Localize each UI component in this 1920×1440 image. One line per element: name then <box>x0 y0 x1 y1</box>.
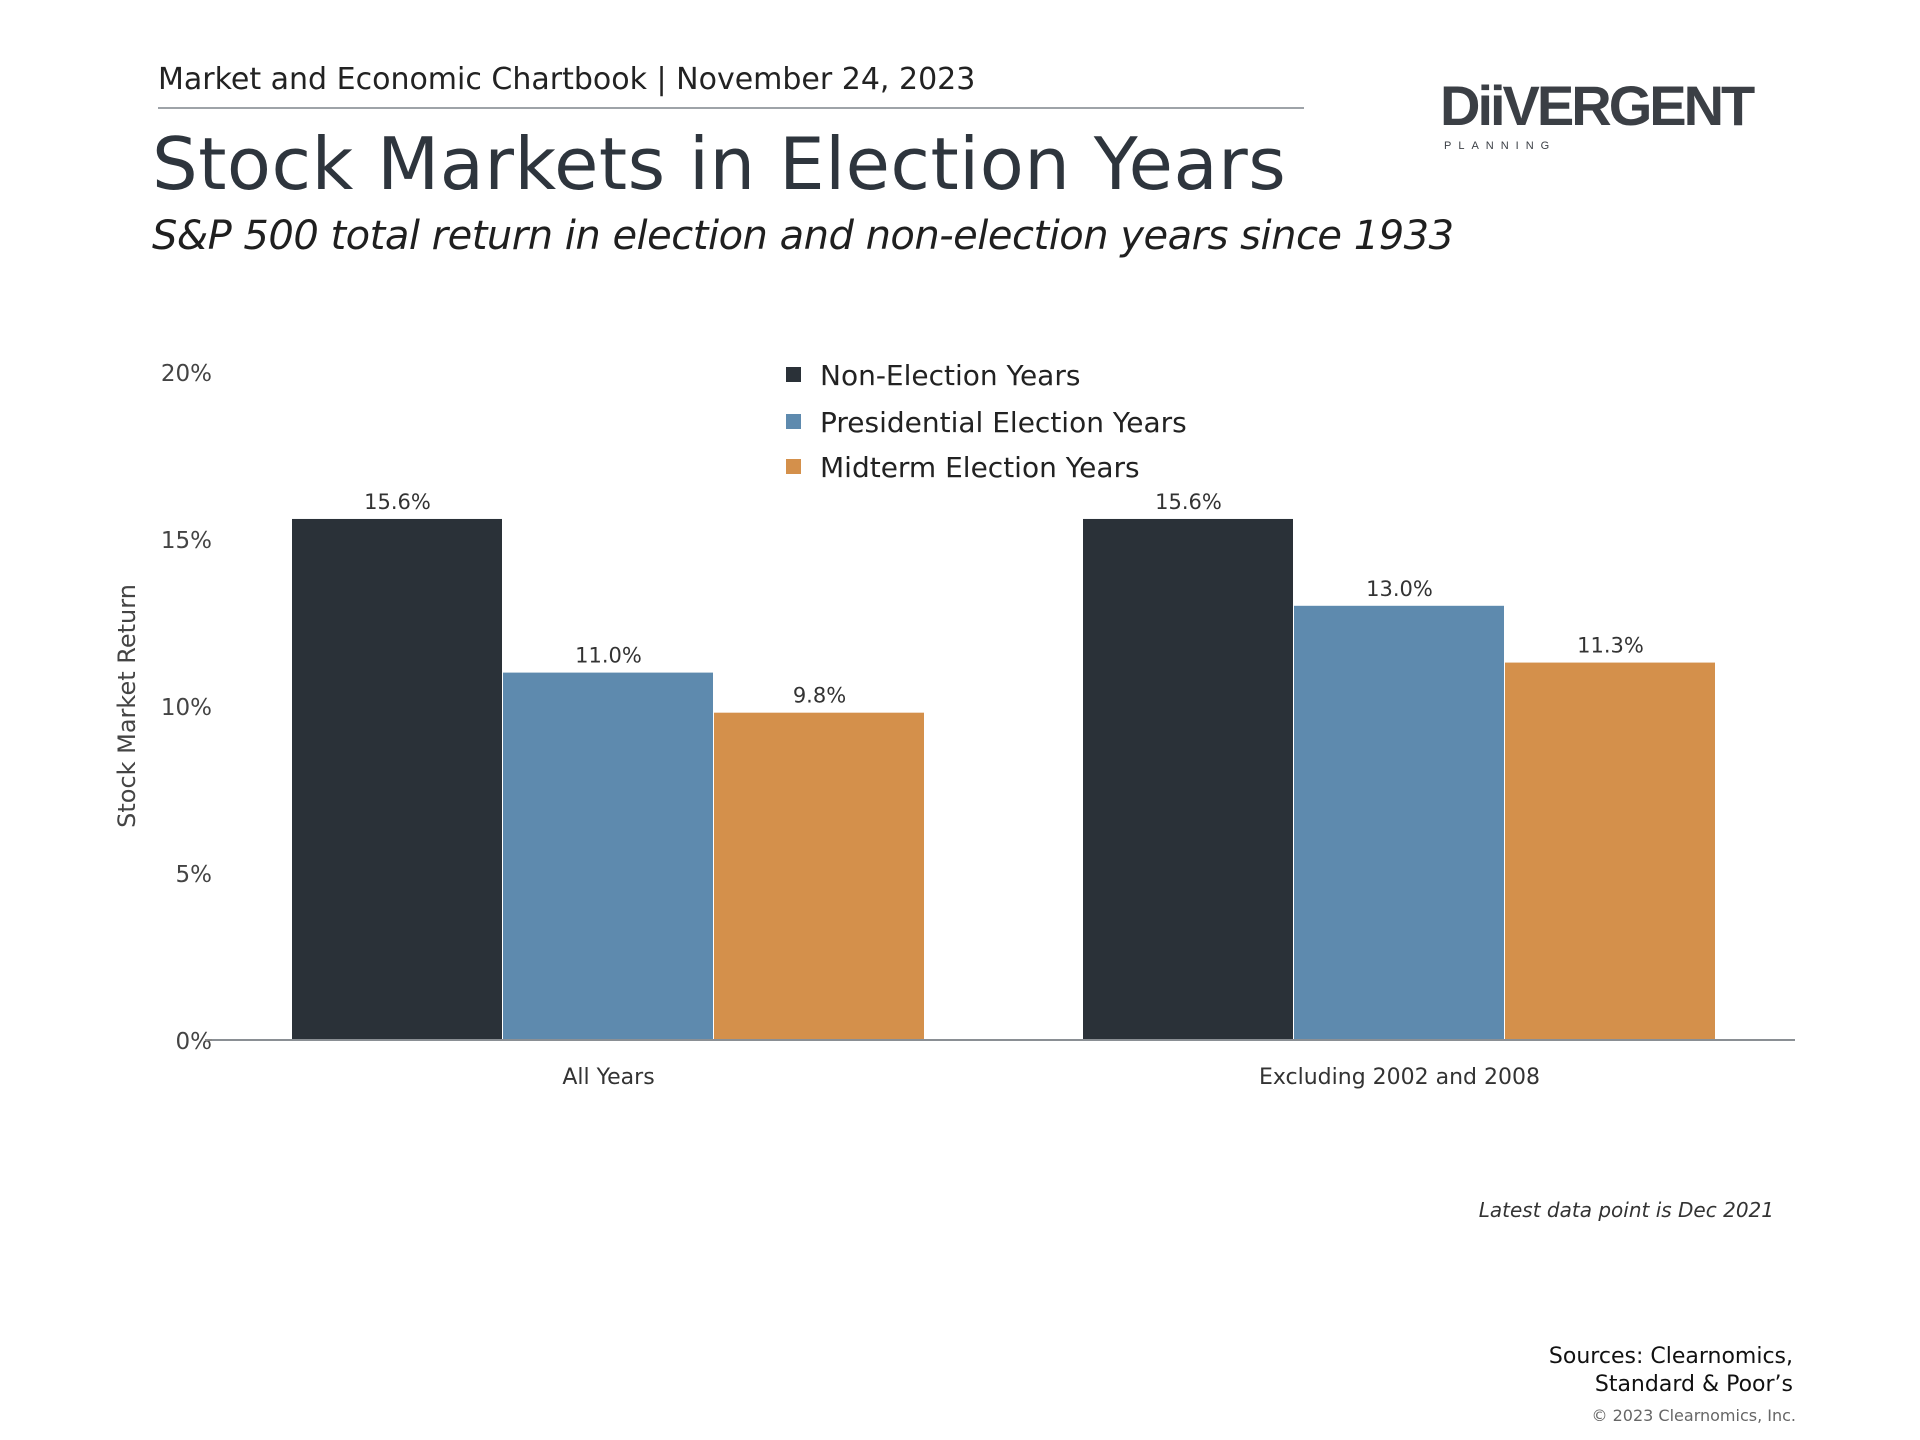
sources-line-1: Sources: Clearnomics, <box>1548 1344 1793 1369</box>
x-category-label: All Years <box>562 1065 654 1090</box>
bar-value-label: 11.3% <box>1577 634 1644 658</box>
chartbook-header: Market and Economic Chartbook | November… <box>158 62 976 97</box>
bar-presidential <box>503 672 713 1040</box>
legend-label: Non-Election Years <box>820 359 1080 392</box>
y-tick-label: 15% <box>161 528 212 554</box>
y-axis-label: Stock Market Return <box>113 584 141 828</box>
bar-value-label: 15.6% <box>364 490 431 514</box>
legend-swatch <box>786 459 801 474</box>
y-tick-label: 0% <box>176 1029 213 1055</box>
sources: Sources: Clearnomics, Standard & Poor’s <box>1549 1343 1793 1399</box>
bar-value-label: 15.6% <box>1155 490 1222 514</box>
logo-wordmark: DiiVERGENT <box>1440 74 1755 137</box>
bar-value-label: 9.8% <box>793 684 846 708</box>
bar-value-label: 11.0% <box>575 644 642 668</box>
divergent-logo: DiiVERGENT PLANNING <box>1440 78 1755 158</box>
y-tick-label: 20% <box>161 361 212 387</box>
page-title: Stock Markets in Election Years <box>152 122 1287 206</box>
legend-label: Midterm Election Years <box>820 451 1140 484</box>
page-subtitle: S&P 500 total return in election and non… <box>152 213 1454 259</box>
bar-midterm <box>714 712 924 1040</box>
header-divider <box>158 107 1304 109</box>
legend-label: Presidential Election Years <box>820 406 1187 439</box>
logo-subtext: PLANNING <box>1444 140 1557 152</box>
bar-non-election <box>1083 518 1293 1040</box>
data-note: Latest data point is Dec 2021 <box>1478 1198 1774 1222</box>
y-tick-label: 5% <box>176 862 213 888</box>
x-category-label: Excluding 2002 and 2008 <box>1259 1065 1540 1090</box>
copyright: © 2023 Clearnomics, Inc. <box>1591 1406 1796 1425</box>
bar-presidential <box>1294 605 1504 1040</box>
sources-line-2: Standard & Poor’s <box>1594 1372 1793 1397</box>
legend-swatch <box>786 367 801 382</box>
legend-swatch <box>786 414 801 429</box>
bar-midterm <box>1505 662 1715 1040</box>
y-tick-label: 10% <box>161 695 212 721</box>
bar-non-election <box>292 518 502 1040</box>
bar-value-label: 13.0% <box>1366 577 1433 601</box>
